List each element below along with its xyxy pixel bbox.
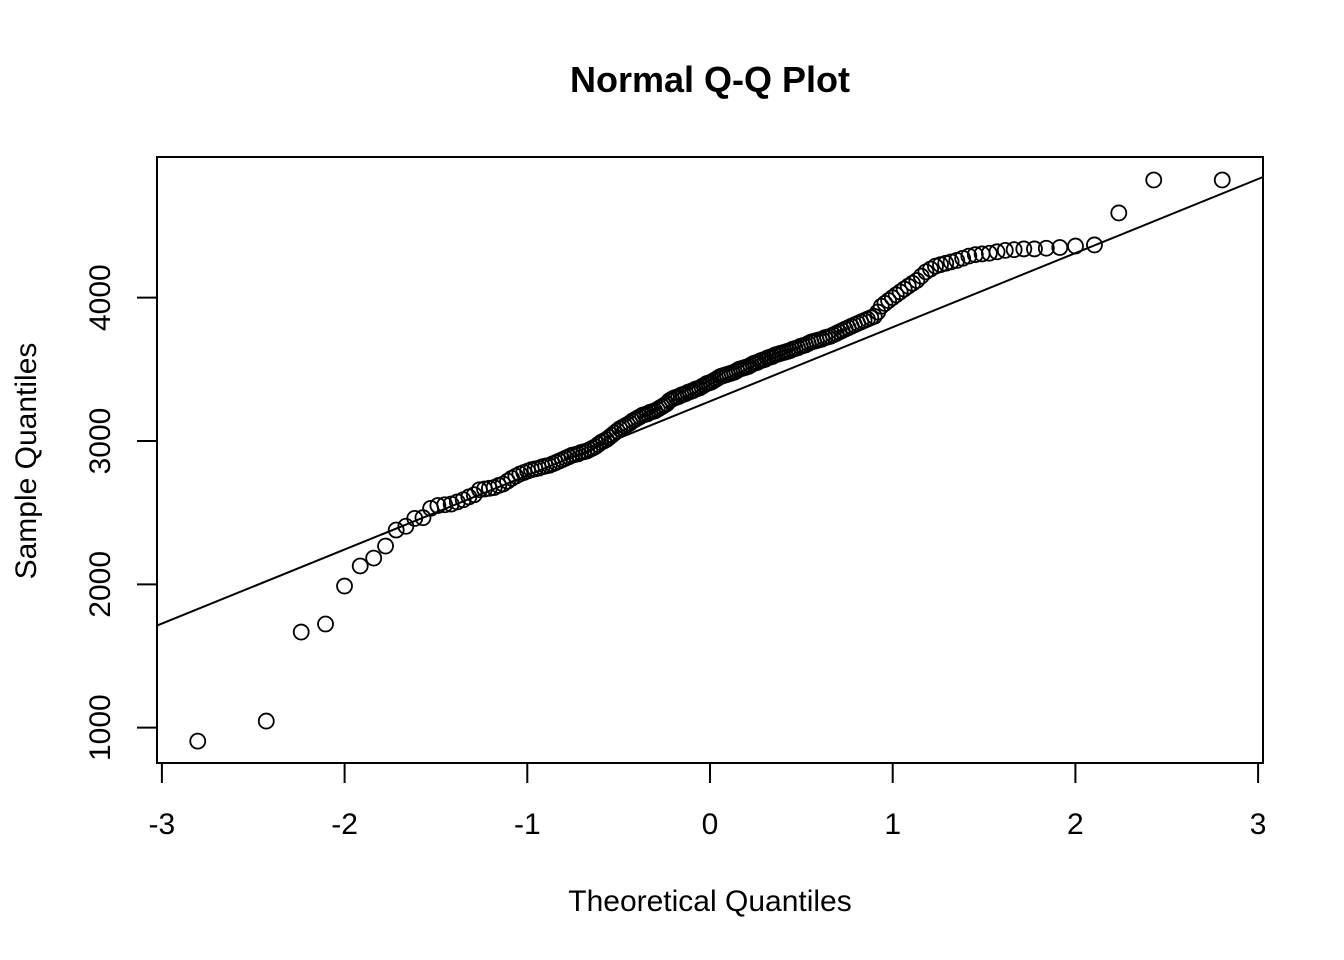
data-point (899, 277, 917, 295)
data-point (436, 496, 454, 514)
data-point (365, 549, 383, 567)
data-point (1110, 204, 1128, 222)
data-point (1005, 241, 1023, 259)
chart-title: Normal Q-Q Plot (570, 59, 850, 100)
data-point (1213, 171, 1231, 189)
data-point (988, 243, 1006, 261)
data-point (257, 712, 275, 730)
data-point (189, 732, 207, 750)
data-point (351, 557, 369, 575)
y-tick-label: 3000 (84, 408, 117, 475)
x-tick-label: 3 (1250, 808, 1267, 841)
data-point (494, 475, 512, 493)
data-point (336, 577, 353, 595)
data-point (960, 247, 978, 265)
y-axis-label: Sample Quantiles (10, 343, 43, 580)
x-tick-label: -2 (331, 808, 358, 841)
data-point (1037, 239, 1055, 257)
data-point (1086, 236, 1103, 254)
data-point (1145, 171, 1163, 189)
data-point (377, 537, 394, 555)
data-point (292, 623, 310, 641)
y-tick-label: 4000 (84, 264, 117, 331)
data-point (1026, 240, 1043, 258)
reference-line (156, 176, 1264, 627)
x-tick-label: 2 (1067, 808, 1084, 841)
y-tick-label: 1000 (84, 694, 117, 761)
data-point (406, 509, 424, 527)
data-point (996, 241, 1014, 259)
data-points (189, 171, 1231, 750)
plot-frame (156, 156, 1264, 764)
x-axis-label: Theoretical Quantiles (568, 885, 851, 918)
x-axis: -3 -2 -1 0 1 2 3 (149, 762, 1267, 841)
x-tick-label: 0 (702, 808, 719, 841)
x-tick-label: 1 (884, 808, 901, 841)
data-point (429, 497, 447, 514)
x-tick-label: -3 (149, 808, 176, 841)
data-point (387, 521, 405, 539)
data-point (465, 486, 483, 504)
data-point (1015, 240, 1033, 258)
data-point (1067, 237, 1084, 255)
data-point (499, 472, 516, 490)
data-point (895, 280, 913, 298)
x-tick-label: -1 (514, 808, 541, 841)
data-point (317, 615, 334, 633)
data-point (908, 272, 926, 289)
data-point (980, 244, 998, 262)
y-tick-label: 2000 (84, 551, 117, 618)
y-axis: 1000 2000 3000 4000 (84, 264, 158, 761)
